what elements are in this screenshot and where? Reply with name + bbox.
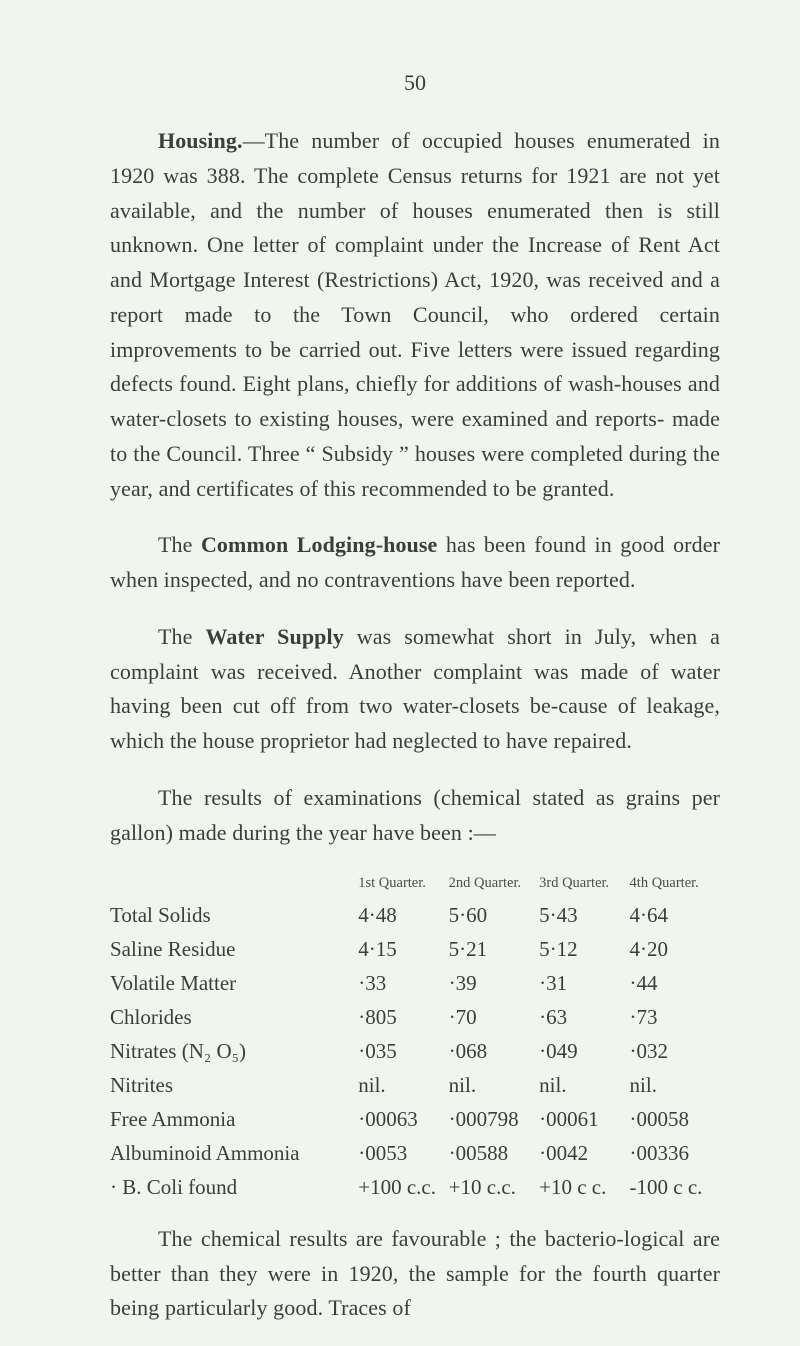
paragraph-lodging: The Common Lodging-house has been found … bbox=[110, 528, 720, 598]
cell: 5·60 bbox=[449, 898, 539, 932]
cell: +100 c.c. bbox=[358, 1170, 448, 1204]
table-row: Saline Residue 4·15 5·21 5·12 4·20 bbox=[110, 932, 720, 966]
body-text: The bbox=[158, 532, 201, 557]
cell: 4·15 bbox=[358, 932, 448, 966]
row-label: Saline Residue bbox=[110, 932, 358, 966]
table-row: Chlorides ·805 ·70 ·63 ·73 bbox=[110, 1000, 720, 1034]
cell: ·032 bbox=[630, 1034, 720, 1068]
table-header-q2: 2nd Quarter. bbox=[449, 872, 539, 895]
paragraph-housing: Housing.—The number of occupied houses e… bbox=[110, 124, 720, 506]
table-header-q4: 4th Quarter. bbox=[630, 872, 720, 895]
cell: ·0053 bbox=[358, 1136, 448, 1170]
cell: ·00058 bbox=[630, 1102, 720, 1136]
cell: 5·12 bbox=[539, 932, 629, 966]
table-row: Total Solids 4·48 5·60 5·43 4·64 bbox=[110, 898, 720, 932]
paragraph-exam-intro: The results of examinations (chemical st… bbox=[110, 781, 720, 851]
cell: 4·48 bbox=[358, 898, 448, 932]
cell: 4·20 bbox=[630, 932, 720, 966]
cell: nil. bbox=[449, 1068, 539, 1102]
cell: ·44 bbox=[630, 966, 720, 1000]
cell: 4·64 bbox=[630, 898, 720, 932]
cell: nil. bbox=[358, 1068, 448, 1102]
cell: nil. bbox=[630, 1068, 720, 1102]
cell: ·31 bbox=[539, 966, 629, 1000]
table-header-q1: 1st Quarter. bbox=[358, 872, 448, 895]
cell: +10 c c. bbox=[539, 1170, 629, 1204]
table-header-q3: 3rd Quarter. bbox=[539, 872, 629, 895]
cell: 5·21 bbox=[449, 932, 539, 966]
cell: +10 c.c. bbox=[449, 1170, 539, 1204]
table-header-blank bbox=[110, 872, 358, 895]
table-header-row: 1st Quarter. 2nd Quarter. 3rd Quarter. 4… bbox=[110, 872, 720, 895]
cell: nil. bbox=[539, 1068, 629, 1102]
row-label: Chlorides bbox=[110, 1000, 358, 1034]
page-number: 50 bbox=[110, 70, 720, 96]
cell: ·00063 bbox=[358, 1102, 448, 1136]
body-text: —The number of occupied houses enumerate… bbox=[110, 128, 720, 501]
lodging-heading: Common Lodging-house bbox=[201, 532, 437, 557]
row-label: Nitrites bbox=[110, 1068, 358, 1102]
cell: ·049 bbox=[539, 1034, 629, 1068]
cell: ·068 bbox=[449, 1034, 539, 1068]
cell: -100 c c. bbox=[630, 1170, 720, 1204]
exam-table: 1st Quarter. 2nd Quarter. 3rd Quarter. 4… bbox=[110, 872, 720, 1204]
cell: ·63 bbox=[539, 1000, 629, 1034]
row-label: Albuminoid Ammonia bbox=[110, 1136, 358, 1170]
cell: ·39 bbox=[449, 966, 539, 1000]
cell: ·00588 bbox=[449, 1136, 539, 1170]
table-row: Albuminoid Ammonia ·0053 ·00588 ·0042 ·0… bbox=[110, 1136, 720, 1170]
cell: 5·43 bbox=[539, 898, 629, 932]
page-container: 50 Housing.—The number of occupied house… bbox=[0, 0, 800, 1346]
table-row: Nitrates (N₂ O₅) ·035 ·068 ·049 ·032 bbox=[110, 1034, 720, 1068]
paragraph-water: The Water Supply was somewhat short in J… bbox=[110, 620, 720, 759]
table-row: Free Ammonia ·00063 ·000798 ·00061 ·0005… bbox=[110, 1102, 720, 1136]
paragraph-chemical-results: The chemical results are favourable ; th… bbox=[110, 1222, 720, 1326]
cell: ·035 bbox=[358, 1034, 448, 1068]
cell: ·805 bbox=[358, 1000, 448, 1034]
row-label: Total Solids bbox=[110, 898, 358, 932]
row-label: · B. Coli found bbox=[110, 1170, 358, 1204]
table-row: Nitrites nil. nil. nil. nil. bbox=[110, 1068, 720, 1102]
cell: ·33 bbox=[358, 966, 448, 1000]
water-heading: Water Supply bbox=[205, 624, 343, 649]
cell: ·00061 bbox=[539, 1102, 629, 1136]
cell: ·000798 bbox=[449, 1102, 539, 1136]
cell: ·00336 bbox=[630, 1136, 720, 1170]
body-text: The bbox=[158, 624, 205, 649]
cell: ·70 bbox=[449, 1000, 539, 1034]
cell: ·0042 bbox=[539, 1136, 629, 1170]
row-label: Volatile Matter bbox=[110, 966, 358, 1000]
cell: ·73 bbox=[630, 1000, 720, 1034]
row-label: Nitrates (N₂ O₅) bbox=[110, 1034, 358, 1068]
housing-heading: Housing. bbox=[158, 128, 243, 153]
table-row: Volatile Matter ·33 ·39 ·31 ·44 bbox=[110, 966, 720, 1000]
row-label: Free Ammonia bbox=[110, 1102, 358, 1136]
table-row: · B. Coli found +100 c.c. +10 c.c. +10 c… bbox=[110, 1170, 720, 1204]
